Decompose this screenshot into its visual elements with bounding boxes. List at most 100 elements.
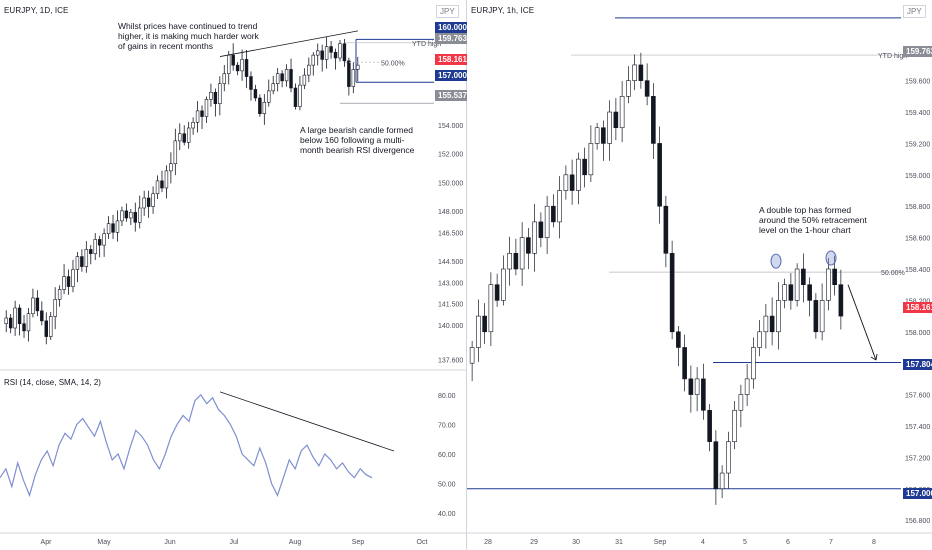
daily-candle-body [240, 59, 244, 72]
hourly-candle-body [482, 315, 487, 333]
daily-fib-label: 50.00% [381, 60, 405, 67]
hourly-candle-body [763, 315, 769, 333]
daily-candle-body [307, 64, 311, 76]
daily-candle-body [173, 140, 178, 165]
daily-candle-body [253, 89, 258, 99]
hourly-candle-body [676, 331, 681, 348]
hourly-y-tick: 158.400 [905, 267, 930, 274]
daily-candle-body [258, 97, 262, 115]
daily-chart-header: EURJPY, 1D, ICE [4, 6, 69, 15]
daily-candle-body [53, 299, 57, 317]
hourly-candle-body [826, 268, 831, 301]
hourly-chart-canvas[interactable]: 156.800 157.000 157.200 157.400 157.600 157.8… [467, 0, 932, 550]
daily-candle-body [133, 211, 137, 223]
hourly-y-tick: 159.600 [905, 79, 930, 86]
hourly-y-tick: 158.600 [905, 236, 930, 243]
hourly-fib-label: 50.00% [881, 270, 905, 277]
hourly-candle-body [551, 205, 556, 223]
daily-candle-body [182, 133, 186, 143]
hourly-candle-body [476, 315, 481, 348]
daily-candle-body [222, 73, 226, 85]
hourly-candle-body [744, 378, 750, 395]
rsi-divergence-trendline [219, 391, 395, 452]
hourly-candle-body [532, 221, 537, 254]
tag-recent-low: 155.537 [435, 90, 470, 101]
hourly-candle-body [644, 80, 650, 97]
daily-candle-body [89, 249, 93, 255]
daily-candle-body [26, 313, 31, 332]
hourly-candle-body [626, 80, 631, 97]
hourly-chart-header: EURJPY, 1h, ICE [471, 6, 535, 15]
hourly-y-tick: 159.200 [905, 141, 930, 148]
hourly-candle-body [819, 300, 825, 333]
daily-currency-label: JPY [436, 5, 459, 18]
hourly-chart-panel[interactable]: 156.800 157.000 157.200 157.400 157.600 157.8… [467, 0, 932, 550]
daily-candle-body [151, 193, 155, 207]
hourly-candle-body [588, 143, 594, 176]
daily-x-tick: Oct [417, 539, 428, 546]
hourly-candle-body [488, 284, 494, 333]
hourly-candle-body [682, 347, 687, 380]
daily-x-tick: Aug [289, 539, 302, 546]
hourly-y-tick: 159.400 [905, 110, 930, 117]
daily-candle-body [44, 320, 48, 337]
hourly-candle-body [663, 205, 669, 254]
rsi-y-tick: 60.00 [438, 452, 456, 459]
daily-candle-body [106, 223, 111, 235]
rsi-y-tick: 50.00 [438, 482, 456, 489]
daily-candle-body [35, 297, 40, 312]
hourly-x-tick: 7 [829, 539, 833, 546]
daily-candle-body [57, 289, 62, 300]
hourly-candle-body [707, 409, 712, 442]
daily-candle-body [356, 64, 360, 70]
hourly-y-tick: 158.000 [905, 330, 930, 337]
daily-candle-body [249, 76, 253, 90]
daily-candle-body [142, 197, 146, 209]
hourly-y-tick: 159.000 [905, 173, 930, 180]
rsi-y-tick: 40.00 [438, 511, 456, 518]
hourly-candle-body [582, 158, 587, 176]
daily-y-tick: 140.000 [438, 323, 463, 330]
hourly-candle-body [838, 284, 844, 317]
daily-candle-body [227, 54, 231, 75]
daily-candle-body [75, 256, 80, 270]
hourly-candle-body [694, 378, 700, 395]
daily-candle-body [169, 163, 173, 172]
daily-candle-body [178, 133, 182, 142]
hourly-candle-body [769, 315, 775, 333]
daily-candle-body [324, 46, 329, 60]
hourly-candle-body [519, 237, 525, 270]
daily-candle-body [333, 51, 338, 59]
hourly-x-tick: 30 [572, 539, 580, 546]
hourly-candle-body [726, 441, 731, 474]
hourly-candle-body [507, 253, 512, 270]
hourly-candle-body [751, 347, 756, 380]
daily-chart-panel[interactable]: 137.600 140.000 141.500 143.000 144.500 146.5… [0, 0, 470, 550]
hourly-y-tick: 157.400 [905, 424, 930, 431]
hourly-candle-body [563, 174, 569, 191]
daily-x-tick: Sep [352, 539, 365, 546]
hourly-candle-body [807, 284, 812, 301]
daily-candle-body [138, 207, 142, 223]
hourly-candle-body [701, 378, 706, 411]
daily-candle-body [102, 233, 106, 246]
daily-candle-body [200, 110, 204, 117]
tag-157: 157.000 [435, 70, 470, 81]
hourly-note-double-top: A double top has formed around the 50% r… [759, 205, 867, 235]
hourly-candle-body [719, 472, 725, 490]
daily-candle-body [284, 69, 289, 82]
daily-candle-body [71, 269, 75, 287]
hourly-currency-label: JPY [903, 5, 926, 18]
hourly-candle-body [526, 237, 531, 254]
hourly-candle-body [801, 268, 806, 285]
hourly-y-tick: 157.600 [905, 393, 930, 400]
daily-candle-body [338, 43, 342, 59]
hourly-x-tick: 28 [484, 539, 492, 546]
daily-candle-body [191, 121, 195, 129]
daily-candle-body [31, 297, 35, 315]
daily-note-trend: Whilst prices have continued to trend hi… [118, 21, 259, 51]
rsi-y-tick: 70.00 [438, 422, 456, 429]
daily-candle-body [146, 197, 151, 207]
daily-chart-canvas[interactable]: 137.600 140.000 141.500 143.000 144.500 146.5… [0, 0, 466, 550]
rsi-header: RSI (14, close, SMA, 14, 2) [4, 378, 101, 387]
